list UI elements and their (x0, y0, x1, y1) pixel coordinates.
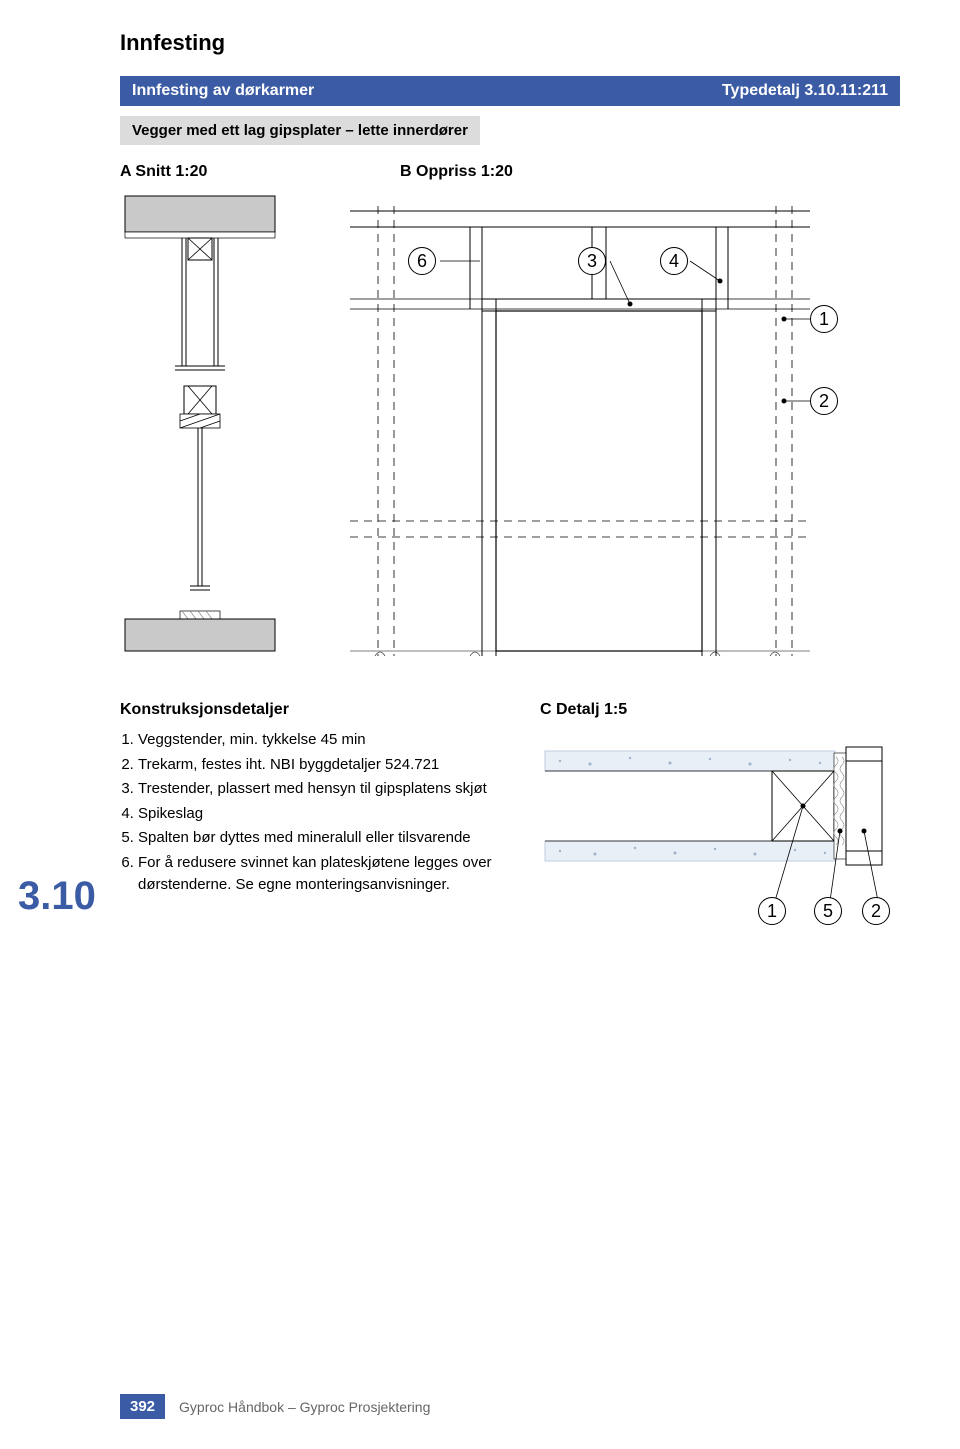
label-a: A Snitt 1:20 (120, 163, 400, 181)
drawing-c-detail: 1 5 2 (540, 731, 900, 951)
callout-c1: 1 (758, 897, 786, 925)
list-item: Trekarm, festes iht. NBI byggdetaljer 52… (138, 754, 500, 777)
bar-right: Typedetalj 3.10.11:211 (722, 82, 888, 100)
callout-3: 3 (578, 247, 606, 275)
footer: 392 Gyproc Håndbok – Gyproc Prosjekterin… (120, 1394, 430, 1419)
list-item: Spikeslag (138, 803, 500, 826)
callout-1: 1 (810, 305, 838, 333)
sub-heading: Konstruksjonsdetaljer (120, 701, 500, 719)
section-bar: Innfesting av dørkarmer Typedetalj 3.10.… (120, 76, 900, 106)
callout-c5: 5 (814, 897, 842, 925)
callout-2: 2 (810, 387, 838, 415)
page-title: Innfesting (120, 30, 900, 56)
drawing-a-section (120, 191, 280, 671)
drawing-b-elevation: 6 3 4 1 2 (320, 191, 840, 671)
details-list: Veggstender, min. tykkelse 45 min Trekar… (120, 729, 500, 897)
label-c: C Detalj 1:5 (540, 701, 900, 719)
list-item: Spalten bør dyttes med mineralull eller … (138, 827, 500, 850)
callout-c2: 2 (862, 897, 890, 925)
footer-text: Gyproc Håndbok – Gyproc Prosjektering (179, 1399, 430, 1415)
list-item: Veggstender, min. tykkelse 45 min (138, 729, 500, 752)
side-tab: 3.10 (0, 870, 106, 923)
list-item: For å redusere svinnet kan plateskjøtene… (138, 852, 500, 897)
callout-4: 4 (660, 247, 688, 275)
label-b: B Oppriss 1:20 (400, 163, 900, 181)
callout-6: 6 (408, 247, 436, 275)
list-item: Trestender, plassert med hensyn til gips… (138, 778, 500, 801)
subtitle-bar: Vegger med ett lag gipsplater – lette in… (120, 116, 480, 145)
bar-left: Innfesting av dørkarmer (132, 82, 314, 100)
page-number: 392 (120, 1394, 165, 1419)
